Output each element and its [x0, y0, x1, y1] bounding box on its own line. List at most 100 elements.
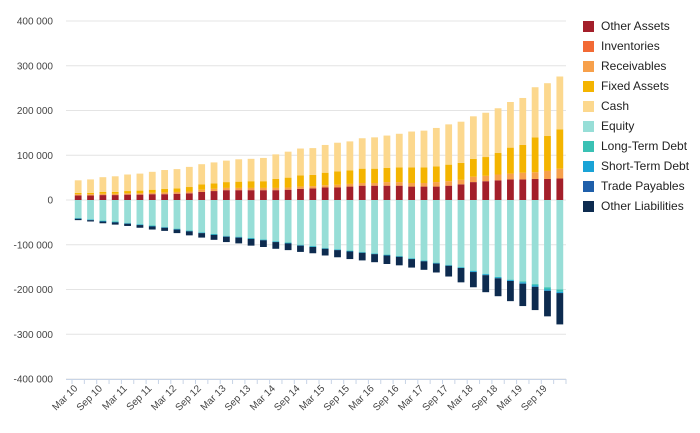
bar-segment-equity [222, 200, 230, 236]
legend-swatch [583, 60, 594, 72]
bar-segment-long-term-debt [432, 262, 440, 264]
bar-segment-other-liabilities [482, 275, 490, 293]
bar-segment-fixed-assets [531, 137, 539, 173]
bar-segment-other-assets [457, 184, 465, 200]
bar-segment-short-term-debt [161, 227, 169, 228]
x-tick-label: Sep 10 [75, 383, 105, 413]
x-tick-label: Sep 11 [125, 383, 155, 413]
bar-segment-fixed-assets [408, 167, 416, 183]
legend-swatch [583, 20, 594, 32]
bar-segment-short-term-debt [222, 236, 230, 237]
bar-segment-fixed-assets [358, 168, 366, 183]
legend-item-equity[interactable]: Equity [583, 116, 700, 136]
bar-segment-receivables [420, 183, 428, 187]
bar-segment-other-liabilities [124, 223, 131, 226]
bar-segment-fixed-assets [457, 162, 465, 180]
legend-item-receivables[interactable]: Receivables [583, 56, 700, 76]
bar-segment-other-liabilities [408, 259, 416, 268]
legend-item-short-term-debt[interactable]: Short-Term Debt [583, 156, 700, 176]
bar-segment-other-liabilities [111, 222, 119, 225]
legend-item-long-term-debt[interactable]: Long-Term Debt [583, 136, 700, 156]
x-tick-label: Mar 15 [298, 383, 328, 413]
legend-swatch [583, 140, 594, 152]
legend-item-inventories[interactable]: Inventories [583, 36, 700, 56]
bar-segment-fixed-assets [235, 181, 243, 188]
bar-segment-long-term-debt [235, 236, 243, 238]
bar-segment-long-term-debt [507, 279, 514, 281]
bar-segment-short-term-debt [395, 256, 403, 257]
bar-segment-cash [173, 169, 181, 189]
bar-segment-fixed-assets [544, 136, 551, 171]
legend-item-other-liabilities[interactable]: Other Liabilities [583, 196, 700, 216]
bar-segment-short-term-debt [198, 232, 206, 234]
bar-segment-short-term-debt [111, 221, 119, 223]
bar-segment-receivables [87, 194, 94, 196]
bar-segment-other-assets [284, 189, 292, 200]
y-tick-label: 100 000 [17, 151, 54, 162]
bar-segment-other-liabilities [198, 233, 206, 238]
y-axis-tick-labels: 400 000 300 000 200 000 100 000 0 -100 000 -20… [14, 17, 54, 386]
bar-segment-cash [371, 137, 378, 169]
bar-segment-receivables [272, 187, 280, 191]
bar-segment-receivables [247, 187, 255, 191]
bar-segment-long-term-debt [198, 232, 206, 233]
bar-segment-equity [358, 200, 366, 252]
bar-segment-other-assets [383, 185, 391, 200]
bar-segment-receivables [297, 186, 304, 189]
legend-item-trade-payables[interactable]: Trade Payables [583, 176, 700, 196]
bar-segment-receivables [309, 186, 317, 189]
bar-segment-cash [321, 144, 329, 173]
bar-segment-cash [469, 116, 477, 159]
bar-segment-short-term-debt [507, 280, 514, 281]
y-tick-label: 300 000 [17, 61, 54, 72]
y-tick-label: -100 000 [14, 240, 54, 251]
bar-segment-fixed-assets [210, 183, 218, 189]
x-tick-label: Sep 19 [519, 383, 549, 413]
bar-segment-fixed-assets [420, 167, 428, 183]
legend-label: Short-Term Debt [601, 159, 690, 173]
bar-segment-equity [482, 200, 490, 274]
bar-segment-short-term-debt [272, 241, 280, 243]
bar-segment-equity [408, 200, 416, 259]
bar-segment-cash [185, 166, 193, 188]
bar-segment-other-assets [74, 195, 82, 200]
bar-segment-cash [309, 148, 317, 175]
bar-segment-cash [284, 151, 292, 178]
bar-segment-other-liabilities [321, 248, 329, 256]
legend-item-cash[interactable]: Cash [583, 96, 700, 116]
legend-label: Other Liabilities [601, 199, 684, 213]
bar-segment-other-assets [136, 194, 144, 200]
legend-item-fixed-assets[interactable]: Fixed Assets [583, 76, 700, 96]
bar-segment-receivables [74, 194, 82, 196]
x-tick-label: Sep 17 [421, 383, 451, 413]
bar-segment-long-term-debt [544, 287, 551, 290]
bar-segment-receivables [556, 168, 564, 179]
bar-segment-other-assets [445, 185, 453, 200]
bar-segment-fixed-assets [87, 192, 94, 195]
bar-segment-equity [445, 200, 453, 265]
bar-segment-fixed-assets [346, 170, 354, 184]
bar-segment-cash [148, 171, 156, 190]
bar-segment-equity [87, 200, 94, 220]
bar-segment-other-assets [482, 181, 490, 200]
x-tick-label: Sep 18 [470, 383, 500, 413]
bar-segment-receivables [408, 183, 416, 187]
bar-segment-receivables [358, 183, 366, 186]
bar-segment-short-term-debt [260, 239, 267, 241]
bar-segment-short-term-debt [99, 221, 107, 222]
bar-segment-other-assets [124, 194, 131, 200]
bar-segment-other-assets [432, 186, 440, 200]
legend-label: Cash [601, 99, 630, 113]
bar-segment-other-assets [260, 190, 267, 200]
bar-segment-equity [321, 200, 329, 248]
bar-segment-equity [297, 200, 304, 245]
bar-segment-short-term-debt [185, 230, 193, 232]
bar-segment-cash [99, 177, 107, 192]
bar-segment-other-assets [408, 186, 416, 200]
x-tick-label: Mar 13 [199, 383, 229, 413]
bar-segment-other-liabilities [469, 272, 477, 288]
legend-label: Trade Payables [601, 179, 685, 193]
y-tick-label: -400 000 [14, 375, 54, 386]
legend-item-other-assets[interactable]: Other Assets [583, 16, 700, 36]
